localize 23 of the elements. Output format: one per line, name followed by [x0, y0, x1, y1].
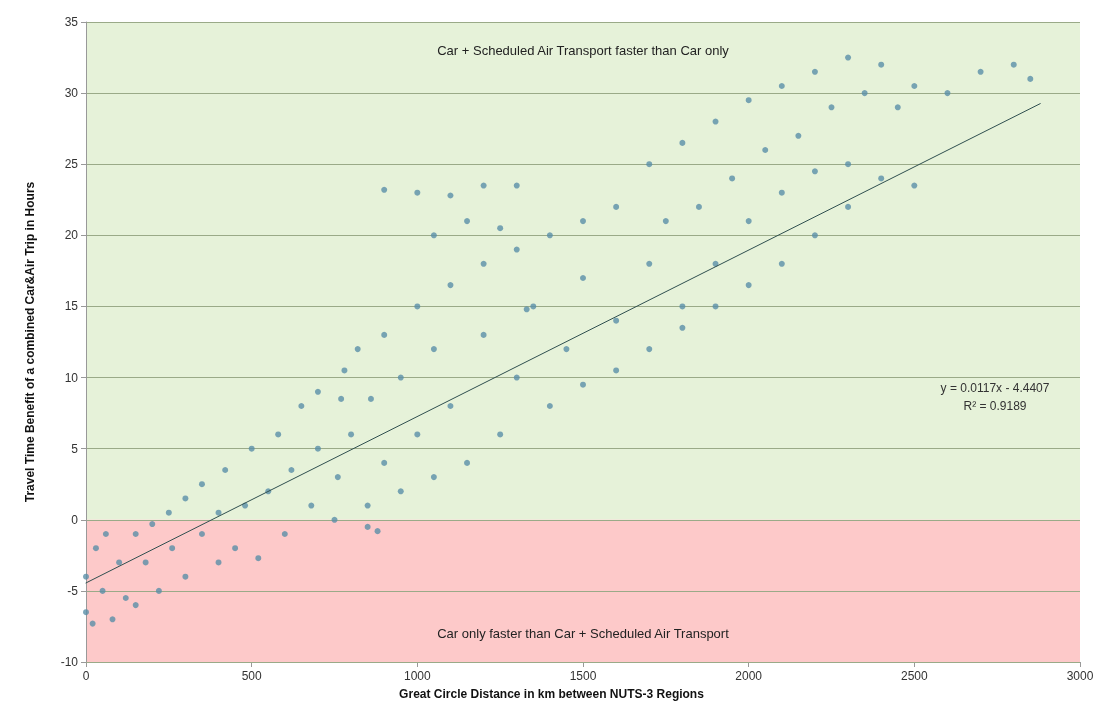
- x-tick-label: 3000: [1066, 669, 1094, 683]
- y-tick-label: 15: [64, 299, 79, 314]
- band-label: Car + Scheduled Air Transport faster than Car only: [437, 43, 730, 58]
- y-tick-label: 10: [64, 370, 79, 385]
- x-axis-title: Great Circle Distance in km between NUTS-3 Regions: [399, 687, 705, 701]
- y-tick-label: 5: [71, 441, 79, 456]
- x-tick-label: 2000: [735, 669, 763, 683]
- y-tick-label: -5: [67, 583, 79, 598]
- y-axis-title: Travel Time Benefit of a combined Car&Air Trip in Hours: [23, 181, 37, 503]
- y-tick-label: 25: [64, 157, 79, 172]
- x-tick-label: 2500: [900, 669, 928, 683]
- y-tick-label: 0: [71, 512, 79, 527]
- y-tick-label: 35: [64, 15, 79, 29]
- x-tick-label: 0: [82, 669, 90, 683]
- annotation: y = 0.0117x - 4.4407: [940, 381, 1050, 395]
- x-tick-label: 1500: [569, 669, 597, 683]
- band-label: Car only faster than Car + Scheduled Air Transport: [437, 626, 730, 641]
- y-tick-label: 30: [64, 86, 79, 101]
- y-tick-label: -10: [60, 655, 79, 669]
- annotation: R² = 0.9189: [963, 399, 1027, 413]
- x-tick-label: 500: [241, 669, 262, 683]
- x-tick-label: 1000: [403, 669, 431, 683]
- y-tick-label: 20: [64, 228, 79, 243]
